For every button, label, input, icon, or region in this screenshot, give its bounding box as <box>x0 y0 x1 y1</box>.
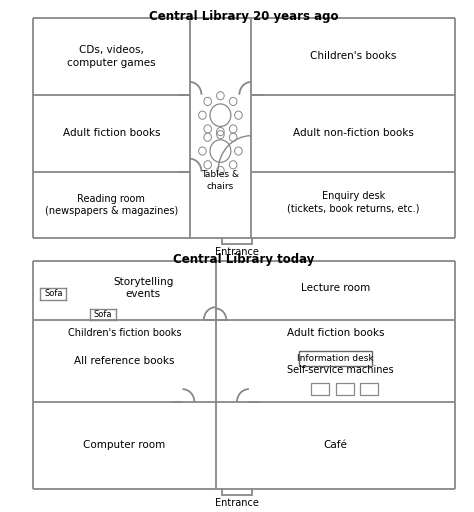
Text: CDs, videos,
computer games: CDs, videos, computer games <box>67 45 155 68</box>
Bar <box>221 489 252 495</box>
Text: Adult non-fiction books: Adult non-fiction books <box>292 128 414 138</box>
Text: Adult fiction books: Adult fiction books <box>287 328 384 338</box>
Bar <box>299 351 372 366</box>
Text: Self-service machines: Self-service machines <box>287 365 393 375</box>
Text: Reading room
(newspapers & magazines): Reading room (newspapers & magazines) <box>45 194 178 216</box>
Text: Information desk: Information desk <box>297 354 374 363</box>
Bar <box>336 383 354 395</box>
Bar <box>311 383 329 395</box>
Bar <box>221 238 252 244</box>
Text: Children's fiction books: Children's fiction books <box>68 328 181 338</box>
Text: Entrance: Entrance <box>215 498 259 508</box>
Text: Central Library today: Central Library today <box>173 253 315 266</box>
Text: Storytelling
events: Storytelling events <box>113 277 173 299</box>
Text: Tables &
chairs: Tables & chairs <box>201 170 239 190</box>
Text: Café: Café <box>323 440 347 451</box>
Text: Children's books: Children's books <box>310 51 396 61</box>
Text: All reference books: All reference books <box>74 356 175 366</box>
Text: Sofa: Sofa <box>44 289 63 298</box>
Bar <box>360 383 378 395</box>
Text: Central Library 20 years ago: Central Library 20 years ago <box>149 10 339 23</box>
Text: Entrance: Entrance <box>215 247 259 258</box>
Text: Lecture room: Lecture room <box>301 283 370 293</box>
Text: Computer room: Computer room <box>83 440 165 451</box>
Text: Adult fiction books: Adult fiction books <box>63 128 160 138</box>
Text: Enquiry desk
(tickets, book returns, etc.): Enquiry desk (tickets, book returns, etc… <box>287 191 419 214</box>
Text: Sofa: Sofa <box>94 310 112 319</box>
